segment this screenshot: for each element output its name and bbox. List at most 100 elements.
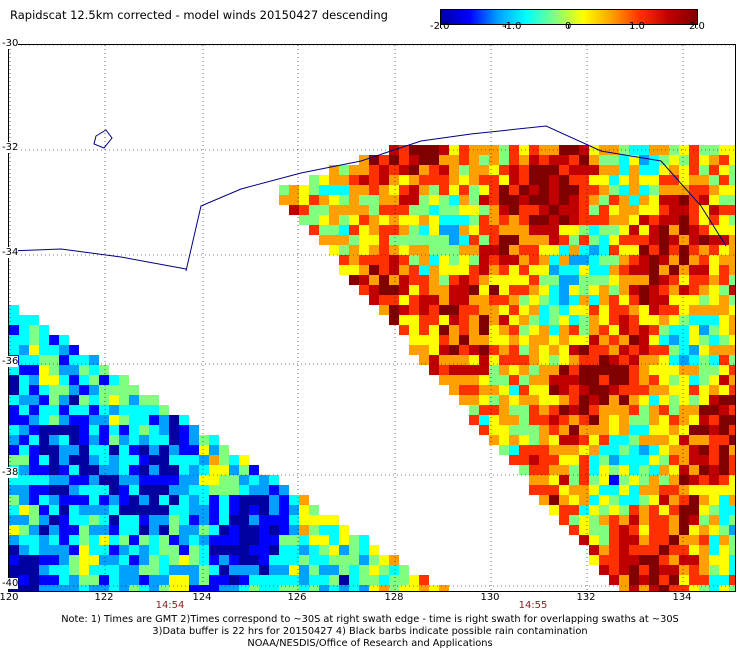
wind-cell [409,275,419,285]
wind-cell [729,585,735,591]
wind-cell [549,235,559,245]
wind-cell [689,225,699,235]
wind-cell [419,185,429,195]
lat-label: -38 [2,467,19,478]
wind-cell [659,525,669,535]
wind-cell [139,485,149,495]
wind-cell [529,435,539,445]
wind-cell [689,415,699,425]
wind-cell [549,355,559,365]
wind-cell [669,215,679,225]
wind-cell [199,535,209,545]
wind-cell [569,235,579,245]
wind-cell [589,335,599,345]
wind-cell [669,385,679,395]
wind-cell [29,535,39,545]
wind-cell [129,495,139,505]
wind-cell [349,575,359,585]
wind-cell [389,555,399,565]
wind-cell [319,215,329,225]
colorbar-tick [568,24,569,28]
wind-cell [229,565,239,575]
wind-cell [79,475,89,485]
wind-cell [669,175,679,185]
wind-cell [619,395,629,405]
wind-cell [249,575,259,585]
wind-cell [629,385,639,395]
wind-cell [549,185,559,195]
wind-cell [639,545,649,555]
wind-cell [239,535,249,545]
wind-cell [489,165,499,175]
wind-cell [719,425,729,435]
wind-cell [609,325,619,335]
wind-cell [679,365,689,375]
wind-cell [589,555,599,565]
wind-cell [619,235,629,245]
wind-cell [89,415,99,425]
wind-cell [609,215,619,225]
wind-cell [699,555,709,565]
wind-cell [109,445,119,455]
wind-cell [719,445,729,455]
wind-cell [469,195,479,205]
wind-cell [79,505,89,515]
wind-cell [349,245,359,255]
wind-cell [719,275,729,285]
wind-cell [649,475,659,485]
wind-cell [129,505,139,515]
wind-cell [679,275,689,285]
wind-cell [289,525,299,535]
wind-cell [579,265,589,275]
wind-cell [409,585,419,591]
wind-cell [509,275,519,285]
wind-cell [659,365,669,375]
wind-cell [209,495,219,505]
wind-cell [419,255,429,265]
wind-cell [179,435,189,445]
wind-cell [539,485,549,495]
wind-cell [229,495,239,505]
wind-cell [679,235,689,245]
wind-cell [499,215,509,225]
wind-cell [199,435,209,445]
wind-cell [649,185,659,195]
wind-cell [149,565,159,575]
wind-cell [589,445,599,455]
wind-cell [659,355,669,365]
wind-cell [19,365,29,375]
wind-cell [599,525,609,535]
wind-cell [549,365,559,375]
wind-cell [99,585,109,591]
island [93,129,113,149]
wind-cell [429,345,439,355]
wind-cell [499,175,509,185]
wind-cell [439,245,449,255]
wind-cell [299,205,309,215]
wind-cell [239,485,249,495]
wind-cell [609,465,619,475]
wind-cell [589,255,599,265]
wind-cell [509,455,519,465]
wind-cell [609,315,619,325]
wind-cell [589,375,599,385]
wind-cell [729,185,735,195]
wind-cell [89,395,99,405]
wind-cell [259,565,269,575]
wind-cell [539,435,549,445]
wind-cell [509,325,519,335]
wind-cell [709,395,719,405]
wind-cell [689,235,699,245]
wind-cell [539,495,549,505]
wind-cell [619,255,629,265]
wind-cell [379,165,389,175]
colorbar-tick [695,24,696,28]
wind-cell [589,245,599,255]
wind-cell [49,535,59,545]
wind-cell [629,375,639,385]
wind-cell [519,365,529,375]
wind-cell [269,555,279,565]
wind-cell [489,255,499,265]
wind-cell [679,215,689,225]
wind-cell [269,535,279,545]
